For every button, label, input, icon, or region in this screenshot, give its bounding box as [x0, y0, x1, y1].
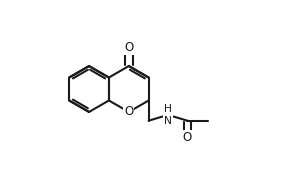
Text: H
N: H N: [164, 104, 172, 126]
Text: O: O: [183, 131, 192, 144]
Text: O: O: [124, 41, 133, 54]
Text: O: O: [124, 105, 133, 119]
